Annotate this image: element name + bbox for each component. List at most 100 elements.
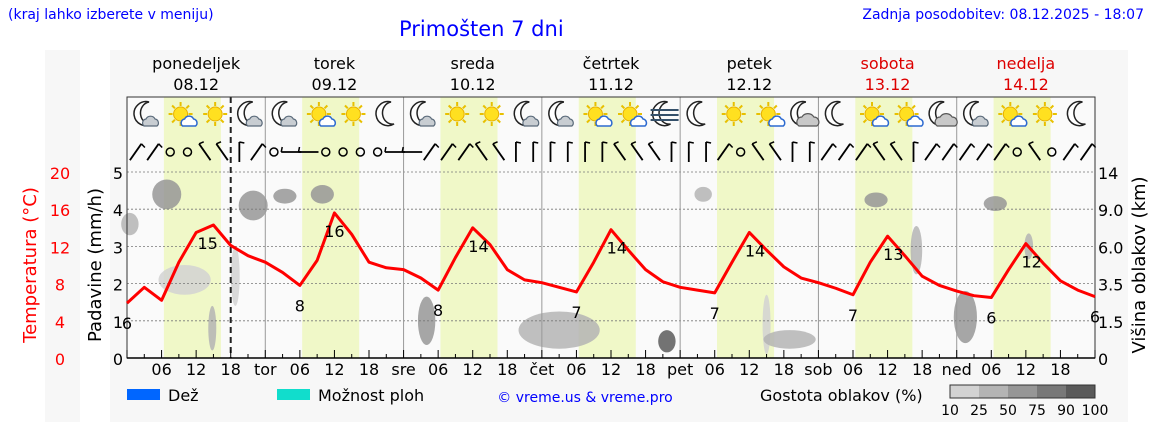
wind-feather: [751, 141, 758, 145]
wind-line: [820, 143, 834, 161]
wind-shaft: [705, 141, 712, 162]
wind-line: [215, 143, 229, 161]
wind-barb-icon: [457, 143, 474, 161]
sun-ray: [482, 104, 487, 110]
wind-shaft: [440, 143, 457, 161]
wind-shaft: [515, 141, 522, 162]
wind-barb-icon: [855, 143, 872, 161]
copyright-link[interactable]: © vreme.us & vreme.pro: [497, 390, 672, 406]
density-tick: 90: [1057, 403, 1075, 419]
cloud-cell: [208, 305, 217, 351]
sun-ray: [1049, 104, 1055, 110]
wind-barb-icon: [751, 141, 765, 161]
wind-feather: [384, 146, 387, 153]
wind-feather: [239, 141, 245, 144]
day-name: sreda: [451, 54, 495, 73]
sun-disc: [449, 106, 465, 122]
wind-shaft: [808, 141, 815, 162]
wind-barb-icon: [941, 143, 958, 161]
cloud-cell: [518, 311, 600, 349]
temperature-extreme-label: 6: [122, 314, 132, 333]
cloud-cell: [658, 330, 676, 353]
sun-icon: [1032, 102, 1057, 126]
wind-feather: [297, 146, 301, 153]
cloud-shape: [522, 115, 540, 127]
temperature-extreme-label: 13: [883, 245, 903, 264]
hour-label: 18: [912, 360, 932, 379]
wind-feather: [1091, 143, 1097, 149]
cloud-density-label: Gostota oblakov (%): [760, 386, 923, 405]
calm-circle: [338, 147, 348, 157]
cloud-cell: [273, 188, 297, 204]
wind-line: [630, 143, 644, 161]
wind-barb-icon: [532, 141, 539, 162]
density-swatch: [950, 385, 979, 398]
wind-barb-icon: [735, 147, 746, 157]
moon-cloud-icon: [271, 100, 298, 127]
wind-shaft: [146, 143, 163, 161]
wind-line: [1028, 143, 1041, 161]
daylight-band: [578, 97, 636, 358]
wind-line: [1062, 143, 1076, 161]
moon-shape: [1066, 100, 1086, 127]
wind-feather: [832, 143, 837, 149]
sun-ray: [220, 118, 225, 124]
wind-shaft: [566, 141, 573, 162]
cloud-cell: [763, 330, 816, 349]
calm-circle: [355, 147, 366, 157]
sun-ray: [447, 104, 453, 110]
moon-icon: [686, 100, 706, 127]
sun-ray: [344, 118, 349, 124]
sun-cloud-icon: [168, 102, 198, 127]
temp-tick: 16: [50, 201, 70, 220]
wind-feather: [515, 141, 522, 144]
menu-hint[interactable]: (kraj lahko izberete v meniju): [8, 7, 214, 23]
cloud-cell: [762, 294, 771, 355]
wind-barb-icon: [566, 141, 573, 162]
sun-disc: [484, 106, 500, 122]
hour-label: 06: [151, 360, 171, 379]
precip-axis-label: Padavine (mm/h): [85, 188, 106, 342]
temperature-extreme-label: 8: [433, 301, 443, 320]
wind-feather: [872, 141, 879, 145]
sun-disc: [899, 106, 915, 122]
wind-barb-icon: [1047, 147, 1057, 157]
cloud-cell: [953, 291, 977, 344]
wind-barb-icon: [993, 143, 1010, 161]
cloud-cell: [694, 186, 712, 202]
density-swatch: [1008, 385, 1037, 398]
moon-cloud-icon: [409, 100, 436, 127]
density-scale-border: [949, 384, 1096, 399]
wind-barb-icon: [630, 141, 644, 161]
temp-tick: 12: [50, 238, 70, 257]
day-short-label: ned: [942, 360, 972, 379]
hour-label: 12: [186, 360, 206, 379]
wind-shaft: [791, 141, 798, 162]
hour-label: 18: [359, 360, 379, 379]
wind-barb-icon: [146, 143, 163, 161]
wind-barb-icon: [165, 147, 175, 157]
sun-ray: [462, 118, 467, 124]
wind-barb-icon: [338, 147, 348, 157]
temperature-extreme-label: 7: [710, 304, 720, 323]
wind-barb-icon: [705, 141, 712, 162]
wind-feather: [1028, 141, 1034, 145]
cloud-cell: [983, 196, 1007, 212]
moon-shape: [824, 100, 844, 127]
wind-shaft: [716, 143, 734, 161]
sun-ray: [620, 104, 626, 110]
temperature-extreme-label: 14: [468, 237, 488, 256]
wind-feather: [792, 141, 798, 144]
moon-cloud-icon: [548, 100, 574, 127]
wind-feather: [890, 141, 896, 145]
fog-icon: [650, 100, 679, 127]
wind-shaft: [855, 143, 872, 161]
sun-ray: [586, 118, 591, 124]
sun-ray: [496, 118, 501, 124]
moon-heavy-cloud-icon: [928, 100, 958, 127]
wind-line: [492, 143, 506, 161]
calm-circle: [269, 147, 279, 157]
wind-line: [855, 143, 869, 161]
wind-feather: [216, 141, 222, 145]
day-name: sobota: [860, 54, 914, 73]
